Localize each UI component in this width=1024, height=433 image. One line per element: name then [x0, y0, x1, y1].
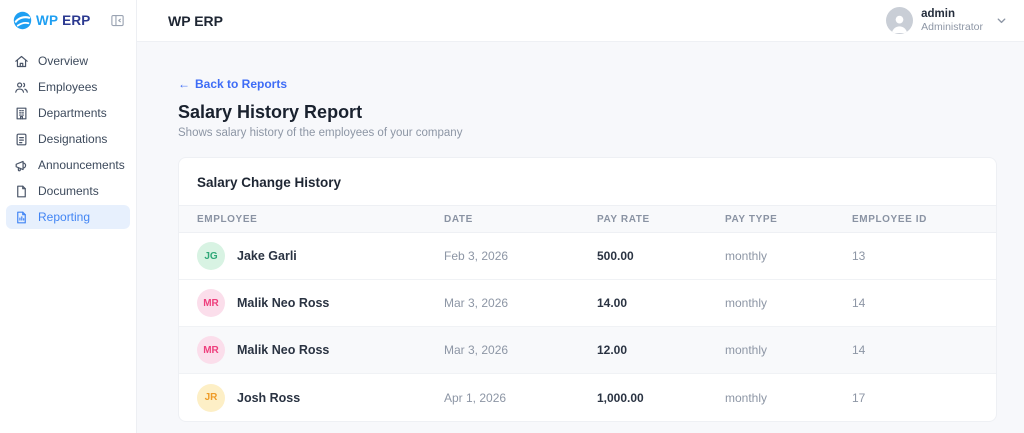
card-title: Salary Change History	[197, 175, 342, 190]
salary-history-card: Salary Change History EMPLOYEE DATE PAY …	[178, 157, 997, 422]
page-subtitle: Shows salary history of the employees of…	[178, 127, 463, 139]
sidebar-header: WP ERP	[0, 0, 136, 40]
topbar: WP ERP admin Administrator	[137, 0, 1024, 42]
pay-rate-cell: 500.00	[597, 249, 634, 263]
back-to-reports-link[interactable]: ← Back to Reports	[178, 77, 287, 91]
date-cell: Mar 3, 2026	[444, 296, 509, 310]
employee-id-cell: 13	[852, 249, 866, 263]
avatar: JG	[197, 242, 225, 270]
pay-type-cell: monthly	[725, 390, 768, 405]
sidebar-item-label: Overview	[38, 54, 89, 68]
sidebar-item-overview[interactable]: Overview	[6, 49, 130, 73]
departments-icon	[14, 106, 29, 121]
reporting-icon	[14, 210, 29, 225]
sidebar-item-designations[interactable]: Designations	[6, 127, 130, 151]
employee-id-cell: 17	[852, 390, 866, 405]
page-content: ← Back to Reports Salary History Report …	[137, 42, 1024, 422]
user-text: admin Administrator	[921, 8, 983, 33]
pay-rate-cell: 12.00	[597, 343, 628, 357]
table-row[interactable]: MR Malik Neo Ross Mar 3, 2026 14.00 mont…	[179, 280, 996, 327]
sidebar-item-label: Departments	[38, 106, 107, 120]
date-cell: Mar 3, 2026	[444, 343, 509, 357]
sidebar-item-label: Documents	[38, 184, 99, 198]
table-row[interactable]: MR Malik Neo Ross Mar 3, 2026 12.00 mont…	[179, 327, 996, 374]
sidebar-item-departments[interactable]: Departments	[6, 101, 130, 125]
pay-rate-cell: 1,000.00	[597, 390, 644, 405]
sidebar-item-label: Employees	[38, 80, 98, 94]
employee-cell: JR Josh Ross	[197, 383, 444, 412]
column-header-pay-type: PAY TYPE	[725, 213, 778, 225]
sidebar-item-documents[interactable]: Documents	[6, 179, 130, 203]
logo-text-erp: ERP	[62, 12, 91, 28]
pay-type-cell: monthly	[725, 249, 768, 263]
page-title: Salary History Report	[178, 102, 363, 122]
column-header-pay-rate: PAY RATE	[597, 213, 650, 225]
sidebar-item-announcements[interactable]: Announcements	[6, 153, 130, 177]
logo-text-wp: WP	[36, 12, 59, 28]
employee-cell: JG Jake Garli	[197, 242, 444, 270]
employees-icon	[14, 80, 29, 95]
user-menu[interactable]: admin Administrator	[886, 7, 1008, 34]
sidebar-item-employees[interactable]: Employees	[6, 75, 130, 99]
pay-type-cell: monthly	[725, 343, 768, 357]
back-link-label: Back to Reports	[195, 77, 288, 91]
sidebar-item-label: Announcements	[38, 158, 125, 172]
date-cell: Apr 1, 2026	[444, 390, 507, 405]
sidebar-item-reporting[interactable]: Reporting	[6, 205, 130, 229]
user-name: admin	[921, 7, 956, 20]
employee-name: Josh Ross	[237, 390, 301, 405]
chevron-down-icon	[995, 14, 1008, 27]
employee-cell: MR Malik Neo Ross	[197, 289, 444, 317]
column-header-date: DATE	[444, 213, 473, 225]
employee-id-cell: 14	[852, 343, 866, 357]
table-row[interactable]: JG Jake Garli Feb 3, 2026 500.00 monthly…	[179, 233, 996, 280]
employee-name: Malik Neo Ross	[237, 343, 330, 357]
sidebar-collapse-icon[interactable]	[110, 13, 125, 28]
announcements-icon	[14, 158, 29, 173]
table-header-row: EMPLOYEE DATE PAY RATE PAY TYPE EMPLOYEE…	[179, 205, 996, 233]
avatar: JR	[197, 383, 225, 412]
employee-cell: MR Malik Neo Ross	[197, 336, 444, 364]
avatar: MR	[197, 289, 225, 317]
back-arrow-icon: ←	[178, 77, 190, 91]
pay-type-cell: monthly	[725, 296, 768, 310]
sidebar-nav: Overview Employees Departments Designati…	[0, 40, 136, 229]
sidebar-item-label: Reporting	[38, 210, 91, 224]
employee-name: Jake Garli	[237, 249, 297, 263]
user-avatar-icon	[886, 7, 914, 34]
pay-rate-cell: 14.00	[597, 296, 628, 310]
employee-id-cell: 14	[852, 296, 866, 310]
wperp-logo[interactable]: WP ERP	[13, 11, 91, 30]
topbar-title: WP ERP	[168, 12, 223, 29]
avatar: MR	[197, 336, 225, 364]
sidebar: WP ERP Overview	[0, 0, 137, 433]
documents-icon	[14, 184, 29, 199]
home-icon	[14, 54, 29, 69]
user-role: Administrator	[921, 21, 983, 34]
employee-name: Malik Neo Ross	[237, 296, 330, 310]
column-header-employee-id: EMPLOYEE ID	[852, 213, 927, 225]
column-header-employee: EMPLOYEE	[197, 213, 258, 225]
wperp-logo-icon	[13, 11, 32, 29]
main-area: WP ERP admin Administrator ← Back to Rep…	[137, 0, 1024, 433]
table-row[interactable]: JR Josh Ross Apr 1, 2026 1,000.00 monthl…	[179, 374, 996, 421]
date-cell: Feb 3, 2026	[444, 249, 509, 263]
designations-icon	[14, 132, 29, 147]
sidebar-item-label: Designations	[38, 132, 108, 146]
